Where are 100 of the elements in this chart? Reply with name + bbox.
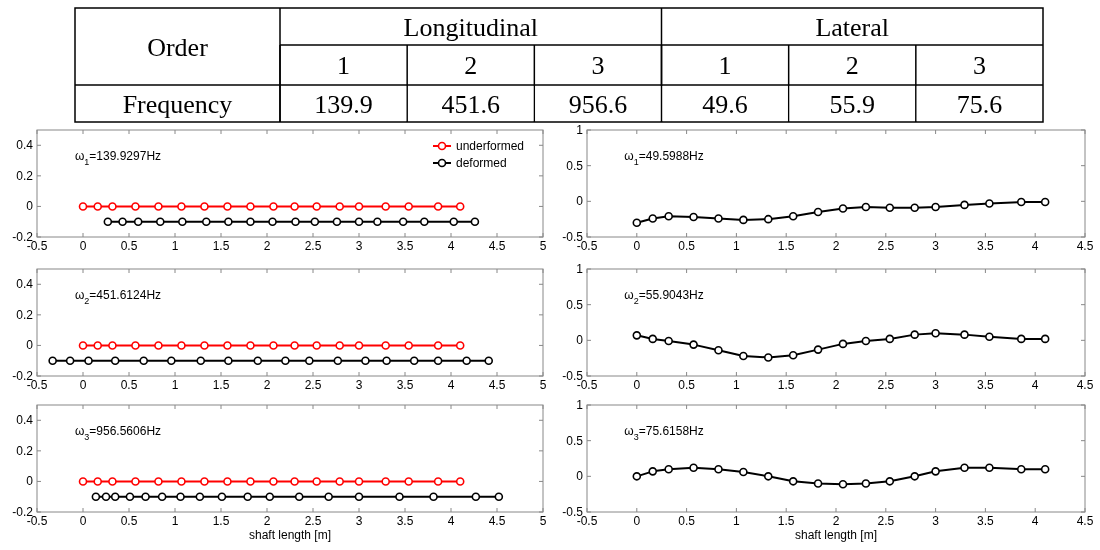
- y-tick-label: 0: [576, 469, 584, 484]
- x-tick-label: 1.5: [212, 514, 230, 528]
- annotation: ω$_{1}$=49.5988Hz: [624, 149, 704, 167]
- point: [1040, 464, 1050, 474]
- point: [1016, 464, 1026, 474]
- point: [910, 472, 919, 481]
- x-tick-label: 4.5: [488, 239, 506, 253]
- x-tick-label: 4: [447, 239, 455, 253]
- y-tick-label: 0: [576, 333, 584, 348]
- y-tick-label: 0.5: [566, 433, 584, 448]
- x-tick-label: 1: [733, 514, 741, 528]
- y-tick-label: 1: [576, 398, 584, 412]
- x-tick-label: 4.5: [1076, 514, 1094, 528]
- x-tick-label: 0.5: [678, 378, 696, 392]
- x-tick-label: 3.5: [977, 514, 995, 528]
- x-tick-label: 3.5: [396, 514, 414, 528]
- point: [931, 202, 940, 212]
- x-tick-label: 3: [932, 239, 940, 253]
- point: [664, 336, 673, 346]
- point: [689, 340, 698, 349]
- data-label: 956.6: [568, 89, 628, 119]
- point: [960, 200, 969, 210]
- annotation: ω$_{3}$=956.5606Hz: [74, 424, 162, 442]
- x-tick-label: 4.5: [1076, 378, 1094, 392]
- point: [960, 463, 969, 473]
- x-tick-label: 0.5: [678, 514, 696, 528]
- x-tick-label: 0: [79, 514, 87, 528]
- x-tick-label: 3.5: [396, 239, 414, 253]
- x-tick-label: 4.5: [488, 378, 506, 392]
- x-tick-label: 1.5: [777, 239, 795, 253]
- y-tick-label: 0.2: [16, 443, 34, 458]
- x-tick-label: 1.5: [777, 378, 795, 392]
- x-tick-label: 1: [733, 239, 741, 253]
- x-tick-label: 0: [633, 378, 641, 392]
- x-axis-title: shaft length [m]: [794, 528, 878, 542]
- x-tick-label: 3: [591, 51, 605, 80]
- point: [763, 472, 773, 481]
- y-tick-label: 1: [576, 262, 584, 276]
- x-tick-label: 1.5: [212, 378, 230, 392]
- point: [788, 477, 798, 486]
- x-tick-label: 3: [355, 378, 363, 392]
- data-label: 139.9: [314, 89, 373, 119]
- point: [1040, 334, 1050, 344]
- legend-label: deformed: [456, 156, 507, 170]
- y-tick-label: 1: [576, 123, 584, 137]
- annotation: ω$_{2}$=451.6124Hz: [74, 288, 162, 306]
- x-tick-label: 0.5: [678, 239, 696, 253]
- point: [664, 212, 673, 221]
- y-tick-label: 0: [26, 338, 34, 353]
- point: [985, 199, 994, 208]
- x-tick-label: 4: [447, 514, 455, 528]
- x-tick-label: 4: [1031, 239, 1039, 253]
- point: [813, 345, 823, 354]
- x-tick-label: 3: [355, 514, 363, 528]
- point: [788, 212, 798, 221]
- point: [813, 479, 823, 488]
- point: [689, 463, 698, 473]
- x-tick-label: 0.5: [120, 514, 138, 528]
- annotation: ω$_{2}$=55.9043Hz: [624, 288, 704, 306]
- point: [648, 334, 658, 344]
- x-tick-label: 3.5: [977, 239, 995, 253]
- point: [739, 467, 748, 477]
- annotation: Longitudinal: [403, 12, 538, 42]
- x-tick-label: 0: [633, 239, 641, 253]
- point: [763, 214, 773, 224]
- annotation: ω$_{1}$=139.9297Hz: [74, 149, 162, 167]
- data-label: 451.6: [441, 89, 500, 119]
- annotation: Lateral: [815, 12, 890, 42]
- x-tick-label: 0: [79, 239, 87, 253]
- x-tick-label: 2.5: [877, 378, 895, 392]
- point: [714, 346, 723, 355]
- x-tick-label: 2.5: [304, 514, 322, 528]
- point: [1016, 334, 1026, 344]
- x-tick-label: 3.5: [396, 378, 414, 392]
- x-tick-label: 2: [263, 378, 271, 392]
- x-tick-label: 2.5: [304, 378, 322, 392]
- point: [885, 477, 895, 486]
- x-tick-label: 0.5: [120, 239, 138, 253]
- point: [838, 339, 848, 349]
- point: [1040, 197, 1050, 207]
- x-tick-label: 1: [171, 514, 179, 528]
- x-tick-label: 1: [733, 378, 741, 392]
- legend-label: underformed: [456, 139, 525, 153]
- point: [861, 336, 871, 346]
- point: [632, 218, 642, 228]
- x-tick-label: 1: [337, 51, 351, 80]
- point: [960, 330, 969, 339]
- point: [838, 479, 848, 489]
- point: [664, 464, 673, 474]
- x-tick-label: 4.5: [1076, 239, 1094, 253]
- point: [689, 212, 698, 222]
- data-label: 75.6: [956, 89, 1003, 119]
- x-tick-label: 1: [171, 239, 179, 253]
- point: [931, 467, 940, 476]
- point: [632, 472, 642, 481]
- y-tick-label: 0.4: [16, 138, 34, 153]
- y-tick-label: 0.2: [16, 307, 34, 322]
- data-label: 49.6: [702, 89, 748, 119]
- x-axis-title: shaft length [m]: [248, 528, 332, 542]
- y-tick-label: 0.2: [16, 168, 34, 183]
